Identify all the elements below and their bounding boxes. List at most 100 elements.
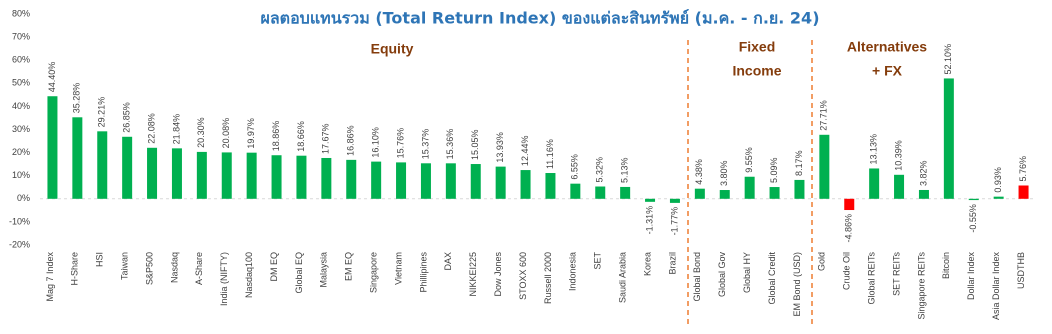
value-label: 12.44% <box>520 136 530 167</box>
x-tick-label: EM EQ <box>344 252 354 281</box>
bar <box>545 173 556 199</box>
value-label: 4.38% <box>694 159 704 185</box>
x-tick-label: Global Bond <box>692 252 702 302</box>
x-tick-label: HSI <box>95 252 105 267</box>
y-tick-label: 10% <box>12 170 30 180</box>
bar <box>794 179 805 199</box>
x-tick-label: DM EQ <box>269 252 279 282</box>
x-tick-label: Phillipines <box>418 252 428 293</box>
bar <box>769 187 780 199</box>
y-tick-label: 70% <box>12 31 30 41</box>
value-label: 20.30% <box>196 117 206 148</box>
value-label: 10.39% <box>893 140 903 171</box>
value-label: 17.67% <box>321 123 331 154</box>
bar <box>694 188 705 199</box>
value-label: 21.84% <box>171 114 181 145</box>
value-label: 44.40% <box>47 62 57 93</box>
value-label: 35.28% <box>72 83 82 114</box>
y-tick-label: -10% <box>9 216 30 226</box>
value-label: 16.86% <box>346 125 356 156</box>
bar <box>1018 185 1029 199</box>
section-label: Fixed <box>739 39 776 55</box>
x-tick-label: Global HY <box>742 252 752 293</box>
x-tick-label: India (NIFTY) <box>219 252 229 306</box>
x-tick-label: SET <box>593 252 603 270</box>
bar <box>869 168 880 199</box>
value-label: 22.08% <box>146 113 156 144</box>
bar <box>894 174 905 199</box>
value-label: 3.82% <box>918 160 928 186</box>
x-tick-label: H-Share <box>70 252 80 286</box>
x-tick-label: Dow Jones <box>493 252 503 297</box>
value-label: 5.32% <box>595 157 605 183</box>
y-tick-label: 30% <box>12 124 30 134</box>
x-tick-label: Gold <box>817 252 827 271</box>
bar <box>943 78 954 199</box>
bar <box>445 163 456 199</box>
y-tick-label: -20% <box>9 239 30 249</box>
x-tick-label: Mag 7 Index <box>45 252 55 302</box>
section-label: Income <box>732 63 781 79</box>
value-label: 5.76% <box>1018 156 1028 182</box>
bar <box>122 136 133 199</box>
x-tick-label: S&P500 <box>144 252 154 285</box>
value-label: 5.09% <box>769 158 779 184</box>
x-tick-label: DAX <box>443 252 453 271</box>
bar <box>196 151 207 199</box>
bar <box>595 186 606 199</box>
bar <box>669 198 680 203</box>
value-label: 15.37% <box>420 129 430 160</box>
x-tick-label: SET REITs <box>891 252 901 296</box>
x-tick-label: Dollar Index <box>966 252 976 301</box>
y-tick-label: 20% <box>12 147 30 157</box>
section-label: Alternatives <box>847 39 927 55</box>
value-label: 20.08% <box>221 118 231 149</box>
value-label: 26.85% <box>122 102 132 133</box>
x-tick-label: Singapore REITs <box>916 252 926 320</box>
x-tick-label: Global Credit <box>767 252 777 305</box>
bar <box>819 134 830 199</box>
x-tick-label: USDTHB <box>1016 252 1026 289</box>
bar <box>396 162 407 199</box>
value-label: 27.71% <box>819 100 829 131</box>
x-tick-label: Saudi Arabia <box>618 252 628 303</box>
bar <box>246 152 257 199</box>
x-tick-label: A-Share <box>194 252 204 285</box>
value-label: 3.80% <box>719 160 729 186</box>
x-tick-label: Taiwan <box>120 252 130 280</box>
x-tick-label: Malaysia <box>319 252 329 288</box>
bar <box>47 96 58 199</box>
value-label: 18.66% <box>296 121 306 152</box>
bar <box>346 159 357 199</box>
bar <box>420 163 431 199</box>
value-label: 11.16% <box>545 139 555 169</box>
chart-title: ผลตอบแทนรวม (Total Return Index) ของแต่ล… <box>261 9 820 28</box>
bar <box>570 183 581 199</box>
x-tick-label: Vietnam <box>393 252 403 285</box>
x-tick-label: Asia Dollar Index <box>991 252 1001 321</box>
value-label: 13.93% <box>495 132 505 163</box>
x-tick-label: Indonesia <box>568 252 578 291</box>
y-tick-label: 60% <box>12 55 30 65</box>
value-label: 5.13% <box>620 157 630 183</box>
bar <box>495 166 506 199</box>
bar <box>645 198 656 202</box>
bar <box>968 198 979 201</box>
bar <box>296 155 307 199</box>
value-label: 15.36% <box>445 129 455 160</box>
value-label: -1.31% <box>644 206 654 235</box>
x-tick-label: NIKKEI225 <box>468 252 478 297</box>
x-tick-label: Nasdaq <box>169 252 179 283</box>
bar <box>620 186 631 199</box>
bar <box>72 117 83 199</box>
x-tick-label: Bitcoin <box>941 252 951 279</box>
value-label: -0.55% <box>968 204 978 233</box>
value-label: 19.97% <box>246 118 256 149</box>
value-label: 9.55% <box>744 147 754 173</box>
y-tick-label: 0% <box>17 193 30 203</box>
x-tick-label: Global EQ <box>294 252 304 294</box>
bar <box>171 148 182 199</box>
bar <box>993 196 1004 199</box>
section-label: Equity <box>371 41 414 57</box>
